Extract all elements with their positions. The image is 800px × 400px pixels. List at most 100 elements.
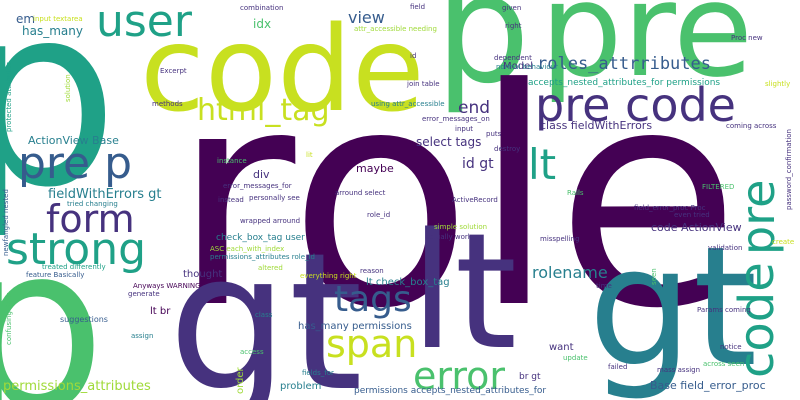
word-filtered: FILTERED <box>702 183 735 191</box>
word-class-fieldwitherrors: class fieldWithErrors <box>540 119 653 132</box>
word-lt-check-box-tag: lt check_box_tag <box>366 277 450 288</box>
word-has-many: has_many <box>22 24 83 38</box>
word-even-tried: even tried <box>674 211 710 219</box>
word-activerecord: ActiveRecord <box>452 196 498 204</box>
word-code: code <box>140 0 425 138</box>
word-id-gt: id gt <box>462 156 494 172</box>
word-role-id: role_id <box>367 211 391 219</box>
word-normal-behaviour: normal behaviour <box>496 63 558 71</box>
word-notice: notice <box>720 343 742 351</box>
word-error-messages-on: error_messages_on <box>422 115 490 123</box>
word-gt: gt <box>168 212 364 400</box>
word-instance: instance <box>217 157 247 165</box>
word-p: p <box>435 0 531 117</box>
word-slightly: slightly <box>765 80 791 88</box>
word-newfangled-nested: newfangled nested <box>2 189 10 256</box>
word-access: access <box>240 348 264 356</box>
word-asc-each-with-index: ASC each_with_index <box>210 245 285 253</box>
word-excerpt: Excerpt <box>160 67 187 75</box>
word-code-actionview: code ActionView <box>651 221 742 234</box>
word-assign: assign <box>131 332 154 340</box>
word-pre: pre <box>540 0 754 106</box>
word-across-seen: across seen <box>703 360 745 368</box>
word-coming-across: coming across <box>726 122 777 130</box>
word-em: em <box>16 12 36 26</box>
word-class: class <box>255 311 273 319</box>
word-everything-right: everything right <box>300 272 357 280</box>
word-solution: solution <box>64 74 72 102</box>
word-misspelling: misspelling <box>540 235 580 243</box>
word-check-box-tag-user: check_box_tag user <box>216 233 305 243</box>
word-want: want <box>549 342 574 353</box>
word-instead: instead <box>218 196 244 204</box>
word-permissions-accepts-nested: permissions accepts_nested_attributes_fo… <box>354 386 547 396</box>
word-lt: lt <box>410 198 518 385</box>
word-puts: puts <box>486 130 502 138</box>
word-anyways-warning: Anyways WARNING <box>133 282 201 290</box>
word-error-messages-for: error_messages_for <box>223 182 292 190</box>
word-methods: methods <box>152 100 183 108</box>
word-div: div <box>253 168 270 181</box>
word-update: update <box>563 354 588 362</box>
word-order: order <box>235 367 246 394</box>
word-model: Model <box>503 61 534 72</box>
word-has-many-permissions: has_many permissions <box>298 321 412 332</box>
word-tried-changing: tried changing <box>67 200 118 208</box>
word-mass-assign: mass assign <box>657 366 701 374</box>
word-destroy: destroy <box>494 145 521 153</box>
word-actionview-base: ActionView Base <box>28 134 119 147</box>
word-input-textarea: input textarea <box>33 15 83 23</box>
word-password-confirmation: password_confirmation <box>785 129 793 210</box>
word-wrapped-arround: wrapped arround <box>240 217 301 225</box>
word-field: field <box>410 3 426 11</box>
word-fields-for: fields_for <box>302 369 334 377</box>
word-idx: idx <box>253 17 272 31</box>
word-rails: Rails <box>567 189 584 197</box>
word-combination: combination <box>240 4 284 12</box>
word-p: p <box>0 0 119 242</box>
word-right: right <box>505 22 522 30</box>
word-br-gt: br gt <box>519 372 541 382</box>
word-dependent: dependent <box>494 54 532 62</box>
word-view: view <box>348 8 385 27</box>
word-attr-accessible-needing: attr_accessible needing <box>354 25 437 33</box>
word-error: error <box>413 354 505 398</box>
word-base-field-error-proc: Base field_error_proc <box>650 379 766 392</box>
word-reason: reason <box>360 267 384 275</box>
word-simple-solution: simple solution <box>434 223 488 231</box>
word-select-tags: select tags <box>416 135 482 149</box>
word-html-tag: html_tag <box>197 93 330 128</box>
word-p: p <box>0 196 106 400</box>
word-generate: generate <box>128 290 160 298</box>
word-arround-select: arround select <box>335 189 386 197</box>
word-protected-attributes: protected attributes <box>5 61 13 132</box>
word-treated-differently: treated differently <box>42 263 106 271</box>
word-problem: problem <box>280 381 322 392</box>
word-confusing-rails: confusing Rails <box>5 292 13 345</box>
word-seen: seen <box>650 268 658 285</box>
word-input: input <box>455 125 474 133</box>
word-join-table: join table <box>407 80 440 88</box>
word-end: end <box>458 98 491 118</box>
word-validation: validation <box>708 244 743 252</box>
word-role: role <box>172 25 741 374</box>
word-proc-new: Proc new <box>731 34 763 42</box>
word-suggestions: suggestions <box>60 315 108 324</box>
word-personally-see: personally see <box>249 194 300 202</box>
word-feature-basically: feature Basically <box>26 271 85 279</box>
word-id: id <box>410 52 417 60</box>
word-permissions-attributes-role-id: permissions_attributes role_id <box>210 253 315 261</box>
word-pre-code: pre code <box>535 78 736 132</box>
word-pre-p: pre p <box>18 138 133 189</box>
word-maybe: maybe <box>356 162 394 175</box>
word-rolename: rolename <box>532 263 608 282</box>
word-using-attr-accessible: using attr_accessible <box>371 100 445 108</box>
word-time: time <box>596 282 612 290</box>
word-lt-br: lt br <box>150 306 171 317</box>
word-field-error-proc-proc: field_error_proc Proc <box>634 204 706 212</box>
word-span: span <box>326 322 418 366</box>
word-given: given <box>502 4 522 12</box>
word-failed: failed <box>608 363 628 371</box>
word-altered: altered <box>258 264 283 272</box>
